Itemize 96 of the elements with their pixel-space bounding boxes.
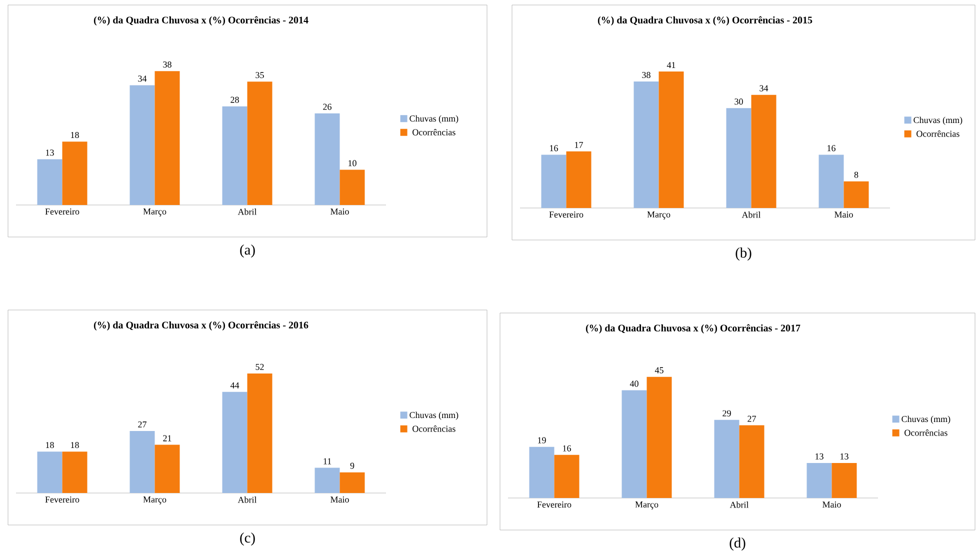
x-tick-label: Fevereiro — [537, 502, 572, 508]
bar — [222, 106, 248, 205]
bar — [130, 85, 155, 205]
bar — [622, 390, 647, 498]
data-label: 29 — [722, 410, 731, 416]
bar — [714, 420, 740, 498]
data-label: 38 — [163, 61, 172, 68]
bar — [634, 82, 659, 208]
bar — [726, 108, 752, 208]
data-label: 30 — [734, 98, 743, 105]
chart-title: (%) da Quadra Chuvosa x (%) Ocorrências - 2015 — [598, 16, 812, 26]
legend-label: Ocorrências — [412, 128, 456, 136]
data-label: 40 — [630, 380, 638, 387]
x-tick-label: Fevereiro — [45, 208, 80, 215]
data-label: 19 — [538, 437, 546, 444]
data-label: 26 — [323, 104, 332, 110]
text: (a) — [240, 244, 255, 258]
bar — [222, 392, 248, 493]
legend-label: Ocorrências — [904, 429, 948, 436]
data-label: 45 — [654, 367, 664, 374]
bar — [154, 444, 180, 493]
bar — [844, 181, 869, 208]
bar — [247, 82, 272, 205]
bar — [247, 374, 272, 493]
data-label: 16 — [828, 145, 836, 152]
data-label: 11 — [324, 458, 332, 464]
legend-label: Chuvas (mm) — [914, 116, 962, 125]
text: (d) — [730, 538, 746, 551]
x-tick-label: Março — [143, 208, 166, 216]
x-tick-label: Maio — [330, 208, 349, 215]
chart-title: (%) da Quadra Chuvosa x (%) Ocorrências - 2016 — [94, 321, 308, 330]
legend-label: Chuvas (mm) — [410, 115, 458, 124]
text: (c) — [240, 532, 255, 546]
chart-title: (%) da Quadra Chuvosa x (%) Ocorrências - 2017 — [586, 324, 800, 334]
bar — [130, 430, 155, 493]
bar — [751, 94, 776, 208]
bar — [658, 72, 684, 208]
data-label: 17 — [575, 142, 583, 148]
data-label: 35 — [256, 72, 264, 78]
bar — [37, 452, 62, 493]
x-tick-label: Março — [635, 502, 658, 510]
x-tick-label: Março — [647, 212, 670, 220]
data-label: 27 — [138, 421, 146, 428]
data-label: 27 — [748, 416, 756, 422]
legend-label: Chuvas (mm) — [410, 412, 458, 420]
bar — [554, 454, 580, 498]
x-tick-label: Maio — [822, 502, 841, 508]
chart-title: (%) da Quadra Chuvosa x (%) Ocorrências - 2014 — [94, 16, 308, 26]
bar — [37, 159, 62, 205]
x-tick-label: Abril — [238, 496, 257, 503]
x-tick-label: Fevereiro — [549, 212, 584, 218]
bar — [646, 376, 672, 498]
x-tick-label: Abril — [742, 212, 761, 218]
data-label: 34 — [138, 76, 147, 82]
data-label: 13 — [840, 453, 848, 460]
legend-label: Ocorrências — [412, 425, 456, 432]
legend-label: Chuvas (mm) — [902, 416, 950, 424]
bar — [818, 154, 844, 208]
bar — [739, 425, 764, 498]
data-label: 18 — [71, 442, 79, 448]
bar — [340, 170, 365, 205]
bar — [62, 142, 88, 205]
data-label: 9 — [350, 462, 354, 469]
text: (b) — [736, 248, 752, 261]
legend-label: Ocorrências — [916, 130, 960, 137]
bar — [832, 462, 857, 498]
data-label: 52 — [256, 364, 264, 370]
data-label: 34 — [760, 85, 768, 92]
bar — [62, 452, 88, 493]
data-label: 8 — [854, 172, 858, 178]
bar — [566, 151, 592, 208]
data-label: 28 — [230, 96, 239, 103]
bar — [529, 446, 554, 498]
data-label: 21 — [163, 435, 172, 442]
x-tick-label: Fevereiro — [45, 496, 80, 503]
data-label: 18 — [71, 132, 79, 138]
data-label: 38 — [642, 72, 650, 78]
x-tick-label: Abril — [730, 502, 749, 508]
bar — [314, 468, 340, 493]
data-label: 44 — [230, 382, 240, 388]
bar — [154, 71, 180, 205]
data-label: 13 — [46, 150, 54, 156]
data-label: 16 — [550, 145, 558, 152]
bar — [340, 472, 365, 493]
x-tick-label: Maio — [834, 212, 853, 218]
data-label: 10 — [348, 160, 356, 166]
x-tick-label: Maio — [330, 496, 349, 503]
bar — [314, 113, 340, 205]
data-label: 16 — [563, 445, 571, 452]
data-label: 41 — [666, 62, 676, 68]
bar — [541, 154, 566, 208]
x-tick-label: Março — [143, 496, 166, 504]
x-tick-label: Abril — [238, 208, 257, 215]
data-label: 18 — [46, 442, 54, 448]
bar — [806, 462, 832, 498]
data-label: 13 — [816, 453, 824, 460]
